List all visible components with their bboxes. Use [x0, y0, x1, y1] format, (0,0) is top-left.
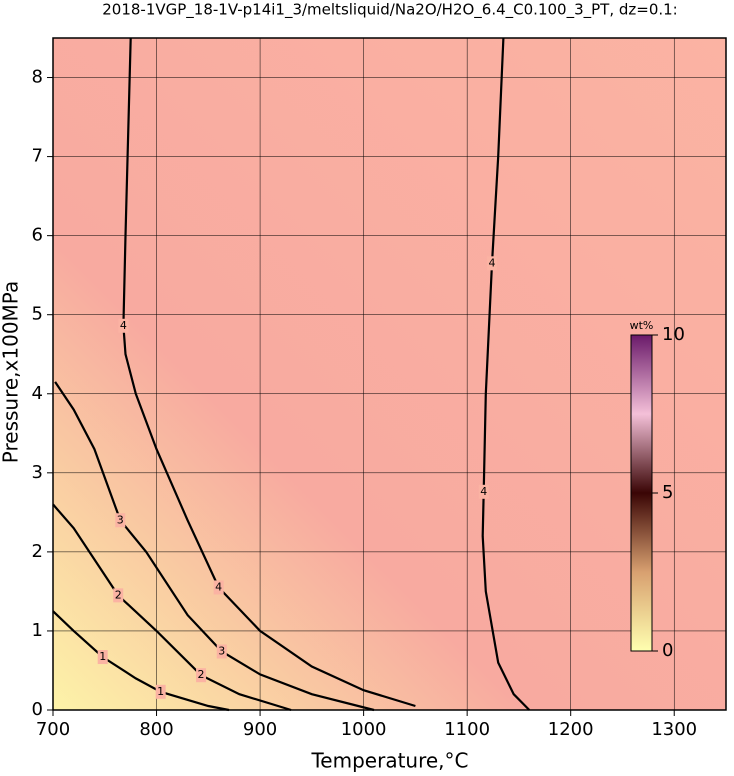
- y-tick-label: 4: [32, 383, 43, 404]
- x-axis-label: Temperature,°C: [310, 749, 468, 773]
- y-tick-label: 2: [32, 541, 43, 562]
- y-tick-label: 8: [32, 67, 43, 88]
- contour-label: 3: [117, 513, 124, 526]
- y-tick-label: 1: [32, 620, 43, 641]
- y-tick-label: 6: [32, 225, 43, 246]
- contour-line: [481, 37, 531, 711]
- contour-label-bg: [196, 668, 207, 683]
- contour-line: [54, 381, 375, 712]
- contour-label: 2: [115, 588, 122, 601]
- contour-label: 4: [120, 319, 127, 332]
- contour-label-bg: [97, 650, 108, 665]
- contour-label-bg: [118, 318, 129, 333]
- x-tick-label: 1200: [548, 719, 594, 740]
- y-tick-label: 5: [32, 304, 43, 325]
- x-tick-label: 900: [243, 719, 277, 740]
- contour-line: [52, 503, 292, 712]
- colorbar-tick-label: 10: [662, 324, 685, 345]
- y-tick-label: 7: [32, 146, 43, 167]
- y-tick-label: 3: [32, 462, 43, 483]
- contour-line: [52, 610, 230, 712]
- contour-label: 3: [218, 644, 225, 657]
- contour-label: 4: [489, 256, 496, 269]
- contour-label: 2: [198, 668, 205, 681]
- y-tick-label: 0: [32, 699, 43, 720]
- contour-label: 4: [215, 580, 222, 593]
- contour-label-bg: [213, 580, 224, 595]
- contour-label-bg: [115, 513, 126, 528]
- colorbar-tick-label: 5: [662, 482, 673, 503]
- contour-label: 4: [480, 485, 487, 498]
- x-tick-label: 700: [36, 719, 70, 740]
- contour-label-bg: [155, 684, 166, 699]
- colorbar-title: wt%: [630, 319, 654, 332]
- contour-label-bg: [216, 644, 227, 659]
- contour-label-bg: [487, 256, 498, 271]
- contour-label-bg: [478, 484, 489, 499]
- x-tick-label: 1300: [651, 719, 697, 740]
- x-tick-label: 1000: [341, 719, 387, 740]
- contour-line: [122, 37, 416, 708]
- contour-label: 1: [157, 685, 164, 698]
- contour-label: 1: [99, 650, 106, 663]
- x-tick-label: 800: [139, 719, 173, 740]
- colorbar: [630, 334, 653, 652]
- chart-title: 2018-1VGP_18-1V-p14i1_3/meltsliquid/Na2O…: [102, 1, 678, 20]
- contour-label-bg: [113, 588, 124, 603]
- x-tick-label: 1100: [444, 719, 490, 740]
- plot-frame: [52, 37, 727, 711]
- colorbar-tick-label: 0: [662, 640, 673, 661]
- y-axis-label: Pressure,x100MPa: [0, 281, 23, 463]
- plot-background: [53, 38, 726, 710]
